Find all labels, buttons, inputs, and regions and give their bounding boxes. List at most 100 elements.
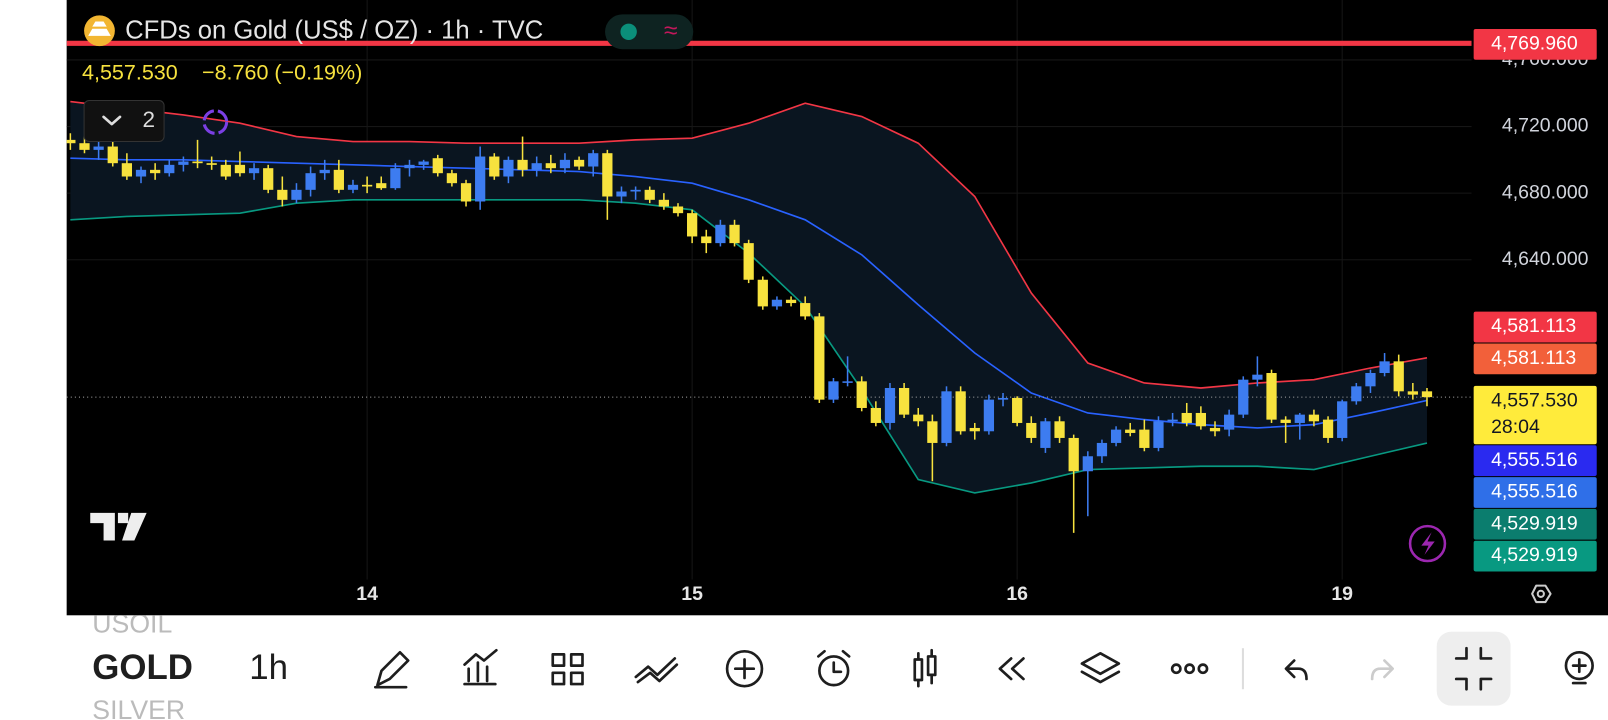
- candle-body: [432, 158, 443, 174]
- candle-body: [376, 183, 387, 189]
- last-price: 4,557.530: [82, 61, 178, 85]
- sync-icon[interactable]: [202, 109, 229, 135]
- candle-body: [672, 206, 684, 214]
- add-symbol-icon: [1571, 658, 1587, 685]
- candle-body: [1139, 429, 1150, 448]
- symbol-picker: USOIL GOLD SILVER: [92, 609, 193, 720]
- price-change: −8.760 (−0.19%): [202, 61, 362, 85]
- candle-body: [814, 316, 825, 400]
- status-pill: [605, 14, 694, 50]
- candle-body: [927, 421, 938, 443]
- price-badge: [1473, 477, 1597, 508]
- candle-body: [913, 414, 924, 422]
- candle-body: [588, 153, 599, 167]
- candle-body: [559, 159, 571, 169]
- redo-button[interactable]: [1370, 659, 1394, 681]
- chevron: [102, 115, 122, 126]
- settings-button[interactable]: [1531, 584, 1552, 604]
- tv-logo: [90, 512, 147, 541]
- candle-body: [1082, 456, 1093, 472]
- candle-body: [517, 159, 528, 170]
- candle-body: [404, 164, 415, 169]
- candle-body: [475, 156, 486, 202]
- candle-body: [842, 381, 853, 383]
- candle-body: [135, 169, 147, 177]
- price-badge-label: 4,529.919: [1491, 544, 1578, 566]
- add-symbol-button[interactable]: [1564, 650, 1594, 681]
- candle-body: [1195, 412, 1206, 427]
- candle-body: [997, 397, 1009, 400]
- price-badge-label: 4,555.516: [1491, 481, 1578, 503]
- symbol-title[interactable]: CFDs on Gold (US$ / OZ) · 1h · TVC: [125, 17, 543, 45]
- candle-body: [856, 381, 867, 408]
- candle-body: [531, 163, 542, 170]
- more-button[interactable]: [1170, 663, 1182, 675]
- symbol-option[interactable]: USOIL: [92, 609, 172, 639]
- candle-body: [277, 189, 288, 200]
- candle-body: [701, 236, 712, 244]
- candle-body: [1252, 374, 1263, 380]
- lightning-icon: [1421, 532, 1435, 555]
- candle-body: [263, 168, 274, 190]
- y-tick-label: 4,640.000: [1502, 248, 1589, 270]
- candle-body: [800, 303, 811, 317]
- candle-body: [418, 161, 429, 165]
- price-scale: 4,760.0004,720.0004,680.0004,640.0004,76…: [1473, 29, 1597, 572]
- price-badge-label: 4,529.919: [1491, 512, 1578, 534]
- layers-button[interactable]: [1080, 651, 1121, 684]
- indicator-glyph: ≈: [664, 17, 678, 44]
- symbol-icon-bars: [88, 21, 111, 36]
- candle-body: [489, 156, 500, 177]
- price-badge: [1473, 29, 1597, 60]
- candle-body: [319, 169, 330, 174]
- candle-body: [1379, 361, 1390, 374]
- symbol-selected[interactable]: GOLD: [92, 648, 193, 687]
- symbol-option[interactable]: SILVER: [92, 695, 185, 720]
- candle-body: [333, 169, 344, 190]
- candle-body: [446, 173, 458, 184]
- candle-body: [644, 189, 655, 200]
- undo-button[interactable]: [1284, 659, 1308, 681]
- candle-body: [1280, 419, 1291, 423]
- price-badge-label: 4,581.113: [1491, 347, 1576, 369]
- candle-body: [1308, 414, 1320, 422]
- x-tick-label: 19: [1331, 583, 1353, 605]
- chart-type-button[interactable]: [913, 648, 937, 688]
- candle-body: [66, 139, 76, 144]
- candle-body: [1012, 397, 1023, 423]
- indicator-toggle[interactable]: [83, 100, 165, 143]
- more-dot: [1184, 663, 1196, 675]
- interval-button[interactable]: 1h: [249, 648, 288, 687]
- candle-body: [898, 387, 910, 415]
- price-badge-label: 4,555.516: [1491, 449, 1578, 471]
- candle-body: [1238, 379, 1249, 415]
- candle-body: [234, 164, 246, 174]
- indicators-button[interactable]: [463, 648, 498, 686]
- layout-button[interactable]: [551, 653, 584, 686]
- fullscreen-button[interactable]: [1436, 631, 1511, 706]
- candle-body: [1365, 373, 1376, 387]
- candle-body: [390, 168, 401, 189]
- candle-body: [1125, 429, 1136, 433]
- candle-body: [573, 159, 585, 167]
- candle-body: [121, 163, 133, 177]
- candle-body: [771, 299, 783, 307]
- price-badge-label: 4,769.960: [1491, 33, 1578, 55]
- candle-body: [870, 407, 881, 423]
- candle-body: [291, 189, 302, 200]
- price-badge: [1473, 540, 1597, 572]
- price-badge: [1473, 385, 1597, 445]
- candle-body: [715, 224, 726, 244]
- price-badge-label: 4,581.113: [1491, 315, 1576, 337]
- alert-button[interactable]: [818, 655, 850, 687]
- candle-body: [305, 173, 316, 190]
- candle-body: [658, 199, 670, 207]
- replay-button[interactable]: [998, 657, 1025, 681]
- lightning-button[interactable]: [1408, 524, 1447, 563]
- compare-button[interactable]: [634, 657, 679, 684]
- candle-body: [1096, 442, 1108, 457]
- candle-body: [1322, 419, 1334, 438]
- candle-body: [1054, 421, 1065, 438]
- add-button[interactable]: [725, 649, 764, 688]
- draw-button[interactable]: [374, 650, 410, 689]
